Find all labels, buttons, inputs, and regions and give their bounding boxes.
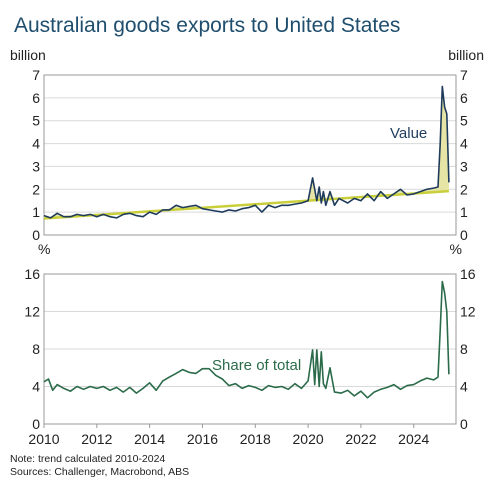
- top-ytick-left: 5: [32, 113, 40, 129]
- trend-line: [43, 189, 449, 220]
- top-ytick-right: 4: [460, 136, 468, 152]
- chart-title: Australian goods exports to United State…: [14, 14, 401, 37]
- xtick-label: 2020: [293, 431, 324, 447]
- xtick-label: 2024: [398, 431, 429, 447]
- bottom-ytick-right: 4: [460, 379, 468, 395]
- note-text: Note: trend calculated 2010-2024: [10, 453, 166, 465]
- top-ytick-left: 3: [32, 158, 40, 174]
- bottom-ytick-left: 12: [24, 304, 40, 320]
- top-ytick-right: 0: [460, 227, 468, 243]
- bottom-plot-frame: [43, 273, 457, 425]
- top-plot-frame: [43, 74, 457, 236]
- bottom-ytick-right: 16: [460, 266, 476, 282]
- top-ytick-right: 1: [460, 204, 468, 220]
- top-unit-left: billion: [10, 47, 46, 63]
- top-ytick-left: 2: [32, 181, 40, 197]
- bottom-ytick-left: 4: [32, 379, 40, 395]
- sources-text: Sources: Challenger, Macrobond, ABS: [10, 466, 190, 478]
- share-label: Share of total: [212, 357, 301, 374]
- xtick-label: 2022: [345, 431, 376, 447]
- top-ytick-left: 0: [32, 227, 40, 243]
- bottom-unit-left: %: [38, 241, 51, 257]
- bottom-ytick-right: 0: [460, 416, 468, 432]
- top-ytick-right: 3: [460, 158, 468, 174]
- value-line: [43, 85, 450, 219]
- xtick-label: 2018: [240, 431, 271, 447]
- xtick-label: 2014: [134, 431, 165, 447]
- bottom-ytick-right: 12: [460, 304, 476, 320]
- bottom-ytick-right: 8: [460, 341, 468, 357]
- top-ytick-left: 1: [32, 204, 40, 220]
- top-ytick-left: 7: [32, 67, 40, 83]
- bottom-ytick-left: 0: [32, 416, 40, 432]
- top-ytick-left: 6: [32, 90, 40, 106]
- bottom-ytick-left: 16: [24, 266, 40, 282]
- top-ytick-right: 2: [460, 181, 468, 197]
- top-ytick-right: 6: [460, 90, 468, 106]
- top-ytick-left: 4: [32, 136, 40, 152]
- top-ytick-right: 5: [460, 113, 468, 129]
- xtick-label: 2012: [81, 431, 112, 447]
- bottom-unit-right: %: [449, 241, 462, 257]
- xtick-label: 2010: [28, 431, 59, 447]
- share-line: [43, 280, 450, 399]
- xtick-label: 2016: [187, 431, 218, 447]
- top-ytick-right: 7: [460, 67, 468, 83]
- value-label: Value: [390, 125, 427, 142]
- top-unit-right: billion: [448, 47, 484, 63]
- bottom-ytick-left: 8: [32, 341, 40, 357]
